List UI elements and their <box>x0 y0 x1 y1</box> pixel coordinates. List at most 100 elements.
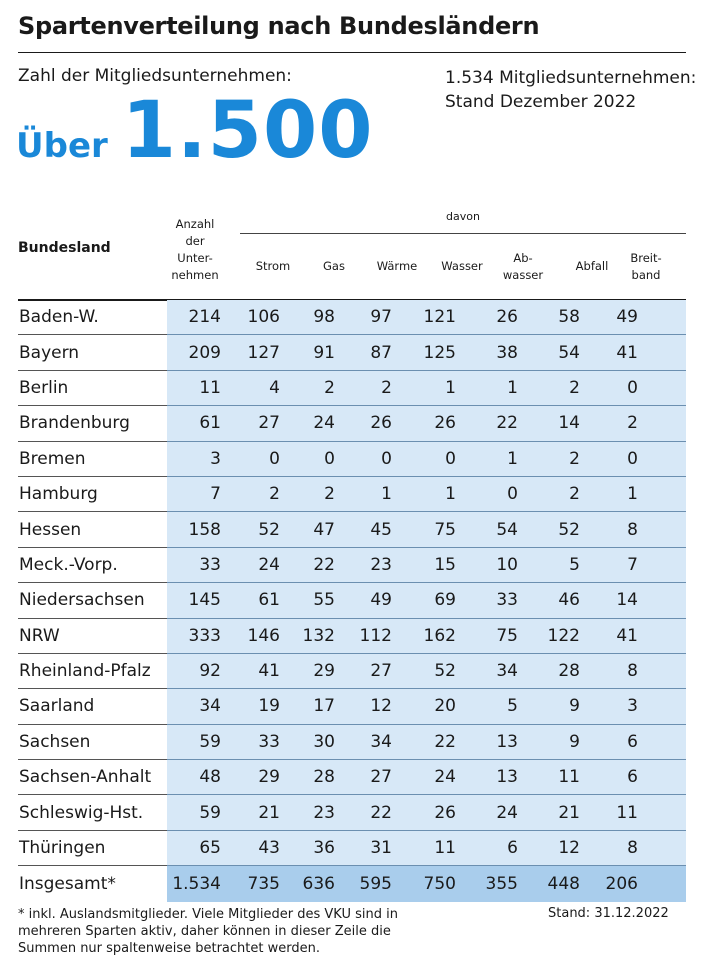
table-cell: 24 <box>496 802 518 823</box>
table-cell: 206 <box>605 873 638 894</box>
table-cell: 75 <box>434 519 456 540</box>
table-cell: 17 <box>313 696 335 717</box>
table-cell: 9 <box>569 731 580 752</box>
table-cell: 0 <box>381 448 392 469</box>
row-label: Thüringen <box>18 831 167 867</box>
table-row: Meck.-Vorp. 33 24 22 23 15 10 5 7 <box>18 547 686 584</box>
davon-rule <box>240 233 686 234</box>
column-header-strom: Strom <box>255 259 291 273</box>
table-cell: 121 <box>423 307 456 328</box>
table-cell: 214 <box>188 307 221 328</box>
table-cell: 12 <box>370 696 392 717</box>
table-cell: 6 <box>627 731 638 752</box>
row-values: 7 2 2 1 1 0 2 1 <box>167 476 686 513</box>
table-cell: 13 <box>496 731 518 752</box>
table-cell: 12 <box>558 838 580 859</box>
row-values: 209 127 91 87 125 38 54 41 <box>167 335 686 371</box>
column-group-davon: davon <box>446 210 480 223</box>
table-cell: 2 <box>381 377 392 398</box>
table-cell: 0 <box>269 448 280 469</box>
table-cell: 26 <box>434 413 456 434</box>
table-cell: 28 <box>558 661 580 682</box>
row-values: 11 4 2 2 1 1 2 0 <box>167 370 686 407</box>
table-row: Bremen 3 0 0 0 0 1 2 0 <box>18 441 686 477</box>
table-cell: 52 <box>558 519 580 540</box>
table-cell: 7 <box>627 554 638 575</box>
table-cell: 2 <box>324 377 335 398</box>
table-cell: 595 <box>359 873 392 894</box>
table-cell: 29 <box>313 661 335 682</box>
row-label: Berlin <box>18 371 167 407</box>
table-cell: 69 <box>434 590 456 611</box>
table-cell: 52 <box>258 519 280 540</box>
table-cell: 22 <box>434 731 456 752</box>
table-cell: 8 <box>627 519 638 540</box>
table-cell: 58 <box>558 307 580 328</box>
table-cell: 65 <box>199 838 221 859</box>
row-label: Rheinland-Pfalz <box>18 654 167 690</box>
table-cell: 10 <box>496 554 518 575</box>
table-cell: 125 <box>423 342 456 363</box>
row-values: 1.534 735 636 595 750 355 448 206 <box>167 866 686 902</box>
row-label: Saarland <box>18 689 167 725</box>
table-cell: 26 <box>496 307 518 328</box>
table-cell: 1 <box>445 377 456 398</box>
table-cell: 2 <box>569 377 580 398</box>
column-header-wasser: Wasser <box>441 259 483 273</box>
table-cell: 91 <box>313 342 335 363</box>
table-cell: 43 <box>258 838 280 859</box>
row-label: Bayern <box>18 335 167 371</box>
stand-date: Stand: 31.12.2022 <box>548 906 669 921</box>
table-cell: 22 <box>313 554 335 575</box>
table-cell: 14 <box>558 413 580 434</box>
column-header-anzahl-line: nehmen <box>171 268 219 282</box>
table-cell: 1.534 <box>172 873 221 894</box>
table-cell: 98 <box>313 307 335 328</box>
table-cell: 27 <box>370 767 392 788</box>
member-count-highlight: Über 1.500 <box>16 86 374 176</box>
table-cell: 3 <box>627 696 638 717</box>
column-header-abwasser: Ab- wasser <box>496 250 550 284</box>
table-cell: 47 <box>313 519 335 540</box>
column-header-anzahl-line: Anzahl <box>175 217 215 231</box>
table-cell: 59 <box>199 802 221 823</box>
table-cell: 55 <box>313 590 335 611</box>
row-values: 65 43 36 31 11 6 12 8 <box>167 830 686 867</box>
table-cell: 24 <box>258 554 280 575</box>
row-values: 92 41 29 27 52 34 28 8 <box>167 653 686 690</box>
column-header-breitband-line: Breit- <box>630 251 662 265</box>
table-cell: 61 <box>258 590 280 611</box>
table-cell: 33 <box>258 731 280 752</box>
table-row: Sachsen-Anhalt 48 29 28 27 24 13 11 6 <box>18 760 686 796</box>
table-cell: 27 <box>258 413 280 434</box>
table-cell: 146 <box>247 625 280 646</box>
distribution-table: Baden-W. 214 106 98 97 121 26 58 49 Bayern 209 127 9… <box>18 300 686 902</box>
table-cell: 31 <box>370 838 392 859</box>
table-row: Thüringen 65 43 36 31 11 6 12 8 <box>18 830 686 867</box>
row-values: 3 0 0 0 0 1 2 0 <box>167 441 686 477</box>
table-cell: 9 <box>569 696 580 717</box>
table-cell: 127 <box>247 342 280 363</box>
table-cell: 45 <box>370 519 392 540</box>
column-header-abwasser-line: Ab- <box>513 251 533 265</box>
table-cell: 14 <box>616 590 638 611</box>
row-label: Brandenburg <box>18 406 167 442</box>
table-cell: 1 <box>507 448 518 469</box>
table-cell: 46 <box>558 590 580 611</box>
row-values: 61 27 24 26 26 22 14 2 <box>167 406 686 442</box>
table-cell: 75 <box>496 625 518 646</box>
table-cell: 2 <box>269 484 280 505</box>
table-cell: 7 <box>210 484 221 505</box>
table-cell: 0 <box>445 448 456 469</box>
table-cell: 48 <box>199 767 221 788</box>
table-cell: 30 <box>313 731 335 752</box>
row-values: 48 29 28 27 24 13 11 6 <box>167 760 686 796</box>
table-cell: 34 <box>370 731 392 752</box>
table-row: Sachsen 59 33 30 34 22 13 9 6 <box>18 724 686 761</box>
table-row: NRW 333 146 132 112 162 75 122 41 <box>18 618 686 654</box>
table-cell: 36 <box>313 838 335 859</box>
table-cell: 209 <box>188 342 221 363</box>
table-cell: 11 <box>616 802 638 823</box>
table-cell: 59 <box>199 731 221 752</box>
table-row: Berlin 11 4 2 2 1 1 2 0 <box>18 370 686 407</box>
